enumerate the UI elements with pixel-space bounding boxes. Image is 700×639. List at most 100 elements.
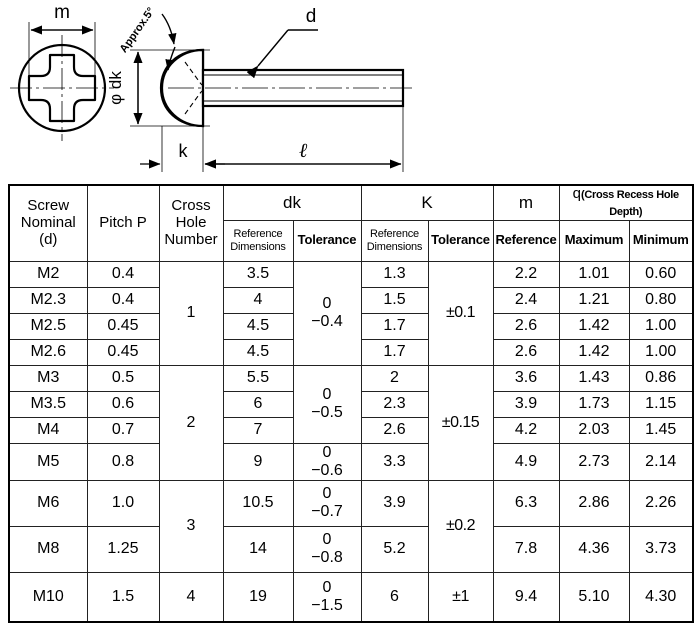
cell-q-minimum: 2.26: [628, 479, 694, 527]
cell-dk-tolerance: 0 −1.5: [292, 571, 362, 623]
cell-dk-reference: 10.5: [222, 479, 294, 527]
cell-dk-reference: 14: [222, 525, 294, 573]
dk-tolerance-lower: −0.6: [311, 461, 343, 479]
table-row: M10 1.5 4 19 0 −1.5 6 ±1 9.4 5.10 4.30: [8, 571, 694, 623]
d-leader-line: [246, 29, 289, 79]
cell-cross-hole-number: 3: [158, 479, 224, 573]
dimension-label-m: m: [54, 2, 70, 23]
cell-screw-nominal: M2.3: [8, 286, 88, 314]
cell-dk-tolerance: 0 −0.6: [292, 442, 362, 481]
table-row: M3 0.5 2 5.5 0 −0.5 2 ±0.15 3.6 1.43 0.86: [8, 364, 694, 481]
cell-q-maximum: 5.10: [558, 571, 630, 623]
dimension-label-d: d: [306, 6, 317, 27]
dk-tolerance-lower: −0.7: [311, 503, 343, 521]
cell-k-reference: 1.3: [360, 260, 429, 288]
cell-screw-nominal: M3.5: [8, 390, 88, 418]
col-group-header-k: K: [360, 184, 494, 221]
cell-dk-reference: 4.5: [222, 338, 294, 366]
cell-screw-nominal: M3: [8, 364, 88, 392]
cell-screw-nominal: M2.5: [8, 312, 88, 340]
col-group-header-q: q(Cross Recess Hole Depth): [558, 184, 694, 221]
cell-m-reference: 2.6: [492, 338, 560, 366]
cell-dk-reference: 19: [222, 571, 294, 623]
cell-q-minimum: 1.45: [628, 416, 694, 444]
table-row: M8 1.25 14 0 −0.8 5.2 7.8 4.36 3.73: [8, 525, 694, 573]
dk-tolerance-upper: 0: [322, 386, 332, 404]
cell-cross-hole-number: 1: [158, 260, 224, 366]
cell-cross-hole-number: 4: [158, 571, 224, 623]
cell-dk-reference: 5.5: [222, 364, 294, 392]
cell-m-reference: 4.2: [492, 416, 560, 444]
recess-hidden-line-upper: [184, 61, 202, 85]
table-head: Screw Nominal (d) Pitch P Cross Hole Num…: [8, 184, 694, 262]
dimension-label-dk: φ dk: [106, 71, 125, 105]
cell-q-minimum: 1.00: [628, 338, 694, 366]
cell-dk-reference: 6: [222, 390, 294, 418]
col-header-dk-tolerance: Tolerance: [292, 219, 362, 262]
cell-q-maximum: 4.36: [558, 525, 630, 573]
head-end-view: m: [10, 2, 114, 141]
cell-q-maximum: 2.03: [558, 416, 630, 444]
cell-q-maximum: 1.21: [558, 286, 630, 314]
recess-hidden-line-lower: [184, 91, 202, 115]
table-row: M2.5 0.45 4.5 1.7 2.6 1.42 1.00: [8, 312, 694, 340]
cell-q-maximum: 1.01: [558, 260, 630, 288]
dk-tolerance-lower: −1.5: [311, 596, 343, 614]
cell-k-reference: 2.6: [360, 416, 429, 444]
cell-q-minimum: 1.15: [628, 390, 694, 418]
cell-k-reference: 2.3: [360, 390, 429, 418]
cell-dk-tolerance: 0 −0.7: [292, 479, 362, 527]
technical-drawing: m φ dk Approx.5° d: [0, 0, 700, 180]
cell-k-tolerance: ±0.2: [427, 479, 494, 573]
cell-q-minimum: 2.14: [628, 442, 694, 481]
cell-k-reference: 1.7: [360, 338, 429, 366]
recess-hidden-arc: [200, 83, 205, 93]
cell-q-maximum: 2.86: [558, 479, 630, 527]
cell-k-reference: 5.2: [360, 525, 429, 573]
table-row: M2.3 0.4 4 1.5 2.4 1.21 0.80: [8, 286, 694, 314]
cell-dk-tolerance: 0 −0.4: [292, 260, 362, 366]
cell-q-maximum: 1.73: [558, 390, 630, 418]
dk-tolerance-lower: −0.5: [311, 404, 343, 422]
cell-pitch: 0.45: [86, 338, 160, 366]
col-header-m-reference: Reference: [492, 219, 560, 262]
dk-tolerance-upper: 0: [322, 531, 332, 549]
cell-q-minimum: 0.86: [628, 364, 694, 392]
cell-dk-tolerance: 0 −0.8: [292, 525, 362, 573]
dimension-label-k: k: [179, 141, 189, 161]
cell-q-minimum: 4.30: [628, 571, 694, 623]
col-header-cross-hole-number: Cross Hole Number: [158, 184, 224, 262]
cell-q-minimum: 3.73: [628, 525, 694, 573]
dk-tolerance-lower: −0.8: [311, 549, 343, 567]
dk-tolerance-upper: 0: [322, 578, 332, 596]
cell-m-reference: 2.2: [492, 260, 560, 288]
cell-k-reference: 6: [360, 571, 429, 623]
cell-m-reference: 3.9: [492, 390, 560, 418]
cell-pitch: 1.25: [86, 525, 160, 573]
cell-screw-nominal: M10: [8, 571, 88, 623]
col-header-q-maximum: Maximum: [558, 219, 630, 262]
cell-k-reference: 1.5: [360, 286, 429, 314]
cell-q-minimum: 1.00: [628, 312, 694, 340]
cell-k-reference: 3.3: [360, 442, 429, 481]
cell-dk-reference: 4.5: [222, 312, 294, 340]
table-row: M2 0.4 1 3.5 0 −0.4 1.3 ±0.1 2.2 1.01 0.60: [8, 260, 694, 366]
cell-screw-nominal: M8: [8, 525, 88, 573]
cell-m-reference: 3.6: [492, 364, 560, 392]
annotation-approx-angle: Approx.5°: [118, 6, 158, 56]
cell-k-tolerance: ±0.15: [427, 364, 494, 481]
header-row-groups: Screw Nominal (d) Pitch P Cross Hole Num…: [8, 184, 694, 262]
col-header-q-minimum: Minimum: [628, 219, 694, 262]
dk-tolerance-lower: −0.4: [311, 313, 343, 331]
cell-dk-reference: 7: [222, 416, 294, 444]
cell-screw-nominal: M4: [8, 416, 88, 444]
col-header-k-tolerance: Tolerance: [427, 219, 494, 262]
cell-cross-hole-number: 2: [158, 364, 224, 481]
cell-dk-reference: 4: [222, 286, 294, 314]
cell-m-reference: 2.6: [492, 312, 560, 340]
cell-q-minimum: 0.60: [628, 260, 694, 288]
cell-pitch: 0.5: [86, 364, 160, 392]
side-view: φ dk Approx.5° d k ℓ: [106, 6, 412, 172]
col-group-header-dk: dk: [222, 184, 362, 221]
cell-m-reference: 9.4: [492, 571, 560, 623]
